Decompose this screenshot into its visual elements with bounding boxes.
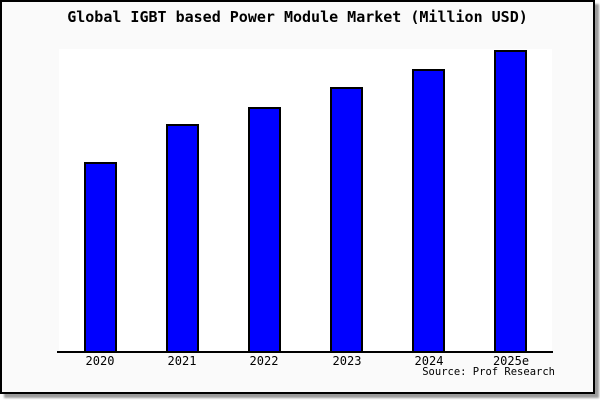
x-tick-label-2021: 2021 xyxy=(167,354,197,368)
bar-2024 xyxy=(412,69,445,351)
chart-card: Global IGBT based Power Module Market (M… xyxy=(0,0,595,394)
x-tick-label-2025e: 2025e xyxy=(492,354,530,368)
bar-2020 xyxy=(84,162,117,351)
x-tick-label-2024: 2024 xyxy=(414,354,444,368)
bar-2022 xyxy=(248,107,281,351)
bar-2023 xyxy=(330,87,363,351)
plot-area xyxy=(59,49,552,351)
source-credit: Source: Prof Research xyxy=(422,366,555,378)
x-axis-line xyxy=(57,351,553,353)
x-tick-label-2020: 2020 xyxy=(85,354,115,368)
x-tick-label-2022: 2022 xyxy=(249,354,279,368)
bar-2021 xyxy=(166,124,199,351)
x-tick-label-2023: 2023 xyxy=(332,354,362,368)
chart-title: Global IGBT based Power Module Market (M… xyxy=(67,8,528,26)
bar-2025e xyxy=(494,50,527,351)
x-axis-tick-labels: 2020 2021 2022 2023 2024 2025e xyxy=(2,354,593,370)
